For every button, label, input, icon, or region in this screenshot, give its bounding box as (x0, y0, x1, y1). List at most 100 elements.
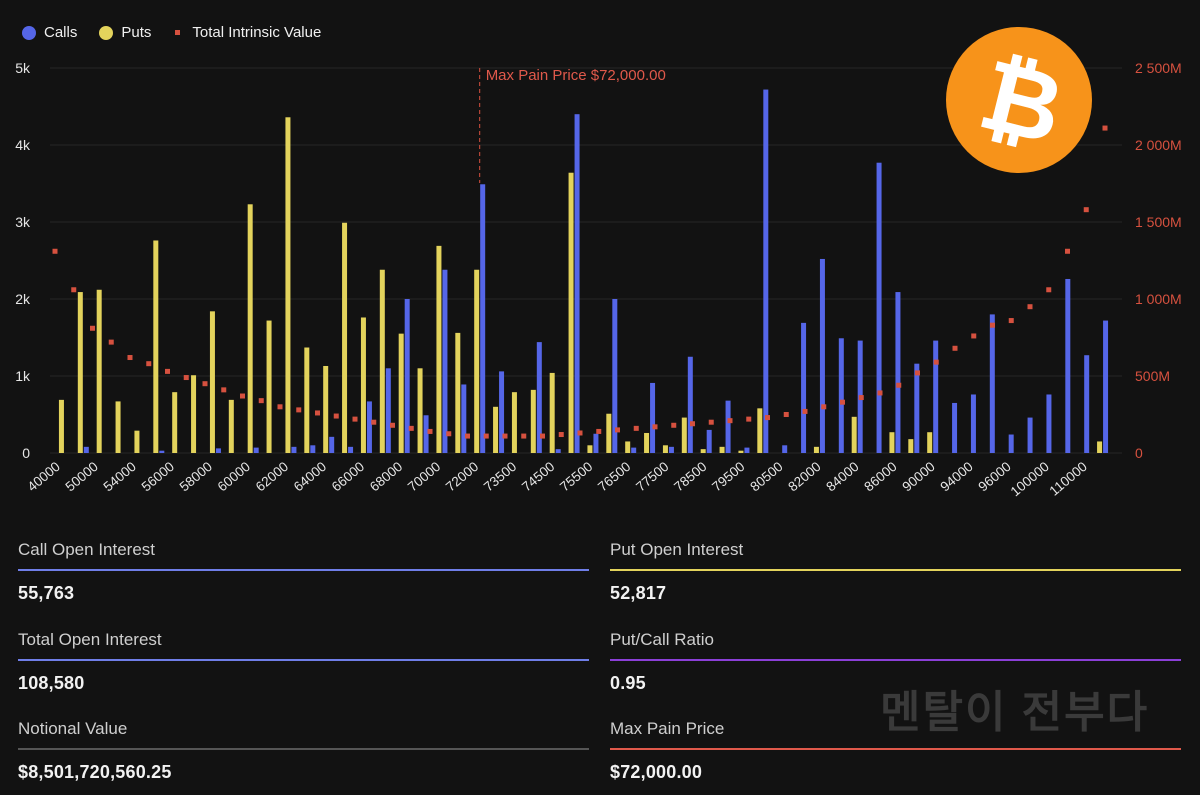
x-tick-label: 62000 (253, 459, 291, 495)
x-tick-label: 75500 (557, 459, 595, 495)
x-tick-label: 56000 (139, 459, 177, 495)
intrinsic-point (296, 407, 302, 413)
x-tick-label: 100000 (1008, 459, 1052, 499)
call-bar (310, 445, 316, 453)
intrinsic-point (765, 415, 770, 421)
intrinsic-point (652, 424, 658, 430)
y-left-tick-label: 1k (15, 368, 31, 384)
call-bar (159, 450, 165, 453)
put-bar (172, 392, 178, 453)
y-right-tick-label: 2 000M (1135, 137, 1182, 153)
intrinsic-point (333, 413, 339, 419)
stat-label: Call Open Interest (18, 540, 156, 559)
call-bar (819, 258, 825, 453)
put-bar (662, 445, 668, 453)
intrinsic-point (258, 398, 264, 404)
y-axis-right: 0 500M 1 000M 1 500M 2 000M 2 500M (1135, 60, 1182, 461)
y-left-tick-label: 2k (15, 291, 31, 307)
stat-label: Put Open Interest (610, 540, 744, 559)
x-tick-label: 78500 (671, 459, 709, 495)
stat-underline (610, 659, 1181, 661)
x-tick-label: 84000 (823, 459, 861, 495)
intrinsic-point (615, 427, 620, 433)
call-bar (631, 447, 637, 453)
y-right-tick-label: 1 500M (1135, 214, 1182, 230)
stat-max-pain-price: Max Pain Price $72,000.00 (610, 709, 1181, 795)
x-axis-labels: 40000 50000 54000 56000 58000 60000 62000 64000… (25, 459, 1090, 499)
intrinsic-point (558, 432, 564, 438)
call-bar (970, 394, 976, 453)
call-bar (480, 184, 486, 453)
intrinsic-point (1102, 125, 1108, 131)
intrinsic-point (371, 419, 377, 425)
bitcoin-logo: ₿ (946, 27, 1092, 173)
legend-puts-label: Puts (121, 24, 152, 41)
call-bar (668, 446, 674, 453)
x-tick-label: 82000 (785, 459, 823, 495)
stat-notional-value: Notional Value $8,501,720,560.25 (18, 709, 589, 795)
call-bar (914, 363, 920, 453)
x-tick-label: 68000 (367, 459, 405, 495)
watermark-text: 멘탈이 전부다 (880, 688, 1150, 737)
legend-item-calls[interactable]: Calls (22, 24, 77, 41)
put-bar (530, 389, 536, 453)
intrinsic-point (521, 433, 527, 439)
call-bar (291, 446, 297, 453)
legend-item-intrinsic[interactable]: Total Intrinsic Value (173, 24, 321, 41)
intrinsic-point (165, 368, 170, 374)
put-bar (417, 368, 423, 453)
put-bar (813, 446, 819, 453)
open-interest-chart: 0 1k 2k 3k 4k 5k 0 500M 1 000M 1 500M 2 000M 2 500… (15, 60, 1182, 499)
stat-underline (18, 569, 589, 571)
intrinsic-point (465, 433, 470, 439)
stat-label: Max Pain Price (610, 719, 725, 738)
stat-put-call-ratio: Put/Call Ratio 0.95 (610, 620, 1181, 706)
put-bar (379, 269, 385, 453)
intrinsic-swatch (175, 30, 181, 35)
intrinsic-point (708, 419, 714, 425)
x-tick-label: 74500 (519, 459, 557, 495)
intrinsic-point (408, 425, 414, 431)
put-bar (228, 399, 234, 453)
call-bar (933, 340, 939, 453)
put-bar (285, 117, 291, 453)
intrinsic-point (802, 408, 808, 414)
stat-label: Total Open Interest (18, 630, 162, 649)
put-bar (889, 432, 895, 453)
call-bar (650, 382, 656, 453)
call-bar (725, 400, 731, 453)
call-bar (687, 356, 693, 453)
call-bar (1008, 434, 1014, 453)
call-bar (1084, 355, 1090, 453)
x-tick-label: 64000 (291, 459, 329, 495)
call-bar (385, 368, 391, 453)
stat-underline (18, 748, 589, 750)
call-bar (763, 89, 769, 453)
put-bar (342, 222, 348, 453)
intrinsic-point (446, 431, 452, 437)
stat-underline (18, 659, 589, 661)
stat-call-open-interest: Call Open Interest 55,763 (18, 530, 589, 616)
intrinsic-point (783, 412, 789, 417)
put-bar (511, 392, 517, 453)
legend-item-puts[interactable]: Puts (99, 24, 151, 41)
put-bar (247, 204, 253, 453)
bitcoin-icon: ₿ (969, 38, 1074, 168)
intrinsic-point (1046, 287, 1052, 293)
intrinsic-point (577, 430, 583, 436)
put-bar (323, 365, 329, 453)
stat-value: $8,501,720,560.25 (18, 762, 172, 782)
put-bar (360, 317, 366, 453)
x-tick-label: 72000 (443, 459, 481, 495)
intrinsic-point (877, 390, 883, 396)
stat-underline (610, 748, 1181, 750)
max-pain-label: Max Pain Price $72,000.00 (486, 67, 666, 84)
intrinsic-point (390, 422, 395, 428)
put-bar (738, 450, 744, 453)
call-bar (555, 449, 561, 453)
intrinsic-point (952, 345, 958, 351)
legend-calls-label: Calls (44, 24, 78, 41)
intrinsic-point (202, 381, 208, 387)
intrinsic-point (746, 416, 752, 422)
x-tick-label: 90000 (899, 459, 937, 495)
